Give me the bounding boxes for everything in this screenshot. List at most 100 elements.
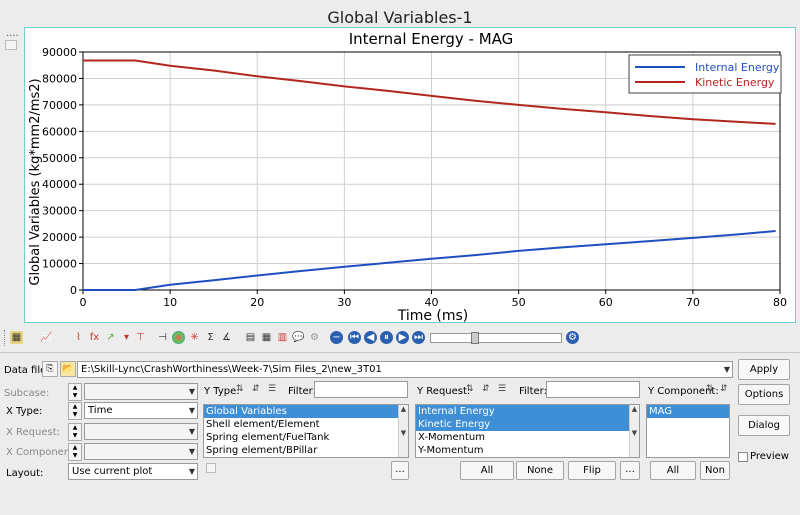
y-type-list[interactable]: Global Variables Shell element/Element S… <box>203 404 409 458</box>
edit-curve-icon[interactable]: ↗ <box>106 332 115 343</box>
plot-setup-icon[interactable]: ▦ <box>10 331 23 344</box>
first-frame-icon[interactable]: ⏮ <box>348 331 361 344</box>
list-item[interactable]: Global Variables <box>204 405 408 418</box>
list-item[interactable]: X-Momentum <box>418 432 485 443</box>
stop-icon[interactable]: − <box>330 331 343 344</box>
sort-ascending-icon[interactable]: ⇅ <box>236 384 244 394</box>
animation-settings-icon[interactable]: ⚙ <box>566 331 579 344</box>
comment-icon[interactable]: 💬 <box>292 332 305 343</box>
x-tick-label: 50 <box>512 296 526 309</box>
x-component-label: X Component: <box>6 447 78 458</box>
x-tick-label: 60 <box>599 296 613 309</box>
measure-icon[interactable]: ∡ <box>222 332 231 343</box>
curve-type-icon[interactable]: 📈 <box>40 332 53 343</box>
axis-icon[interactable]: ⊣ <box>158 332 167 343</box>
x-request-stepper[interactable]: ▲ ▼ <box>68 423 82 441</box>
chevron-down-icon[interactable]: ▼ <box>188 427 195 436</box>
y-type-more-button[interactable]: ... <box>391 461 409 480</box>
dialog-button[interactable]: Dialog <box>738 415 790 436</box>
layout-value: Use current plot <box>72 466 153 477</box>
y-request-filter-input[interactable] <box>546 381 640 398</box>
data-file-path[interactable]: E:\Skill-Lync\CrashWorthiness\Week-7\Sim… <box>77 361 733 378</box>
toolbar-grip[interactable] <box>4 330 7 346</box>
y-component-all-button[interactable]: All <box>650 461 696 480</box>
sort-descending-icon[interactable]: ⇵ <box>252 384 260 394</box>
y-type-filter-label: Filter: <box>288 386 316 397</box>
series-line-internal-energy[interactable] <box>83 230 776 291</box>
filter-icon[interactable]: ▾ <box>123 332 130 343</box>
y-request-all-button[interactable]: All <box>460 461 514 480</box>
list-item[interactable]: Spring element/BPillar <box>206 445 318 456</box>
last-frame-icon[interactable]: ⏭ <box>412 331 425 344</box>
open-folder-icon[interactable]: 📂 <box>60 361 76 377</box>
plot-window[interactable]: 0 10000 20000 30000 40000 50000 60000 70000 8000… <box>24 27 796 324</box>
math-function-icon[interactable]: fx <box>89 332 100 343</box>
curve-attributes-icon[interactable]: ⌇ <box>76 332 81 343</box>
animation-slider[interactable] <box>430 332 562 344</box>
page-icon[interactable] <box>5 40 17 50</box>
y-tick-label: 10000 <box>42 258 77 271</box>
color-wheel-icon[interactable] <box>172 331 185 344</box>
list-view-icon[interactable]: ☰ <box>498 384 507 394</box>
list-view-icon[interactable]: ☰ <box>268 384 277 394</box>
x-type-stepper[interactable]: ▲ ▼ <box>68 402 82 420</box>
slider-handle[interactable] <box>471 332 479 344</box>
y-request-none-button[interactable]: None <box>516 461 564 480</box>
legend-label-kinetic-energy: Kinetic Energy <box>695 76 775 89</box>
play-reverse-icon[interactable]: ◀ <box>364 331 377 344</box>
chart: 0 10000 20000 30000 40000 50000 60000 70000 8000… <box>28 30 787 324</box>
options-button[interactable]: Options <box>738 384 790 405</box>
list-item[interactable]: Internal Energy <box>416 405 639 418</box>
list-item[interactable]: Spring element/FuelTank <box>206 432 330 443</box>
layout-label: Layout: <box>6 468 44 479</box>
x-tick-label: 20 <box>250 296 264 309</box>
chevron-down-icon[interactable]: ▼ <box>723 365 730 374</box>
settings-icon[interactable]: ⚙ <box>310 332 319 343</box>
note-icon[interactable]: ▥ <box>277 332 288 343</box>
data-file-label: Data file: <box>4 365 50 376</box>
table-icon[interactable]: ▤ <box>245 332 256 343</box>
plot-area-border <box>82 51 781 291</box>
scrollbar[interactable]: ▲ ▼ <box>398 405 408 457</box>
list-item[interactable]: Kinetic Energy <box>416 418 639 431</box>
grid-icon[interactable]: ▦ <box>261 332 272 343</box>
y-component-list[interactable]: MAG <box>646 404 730 458</box>
sort-descending-icon[interactable]: ⇵ <box>482 384 490 394</box>
pause-icon[interactable]: ⏸ <box>380 331 393 344</box>
chevron-down-icon[interactable]: ▼ <box>188 447 195 456</box>
list-item[interactable]: MAG <box>647 405 729 418</box>
sort-ascending-icon[interactable]: ⇅ <box>706 384 714 394</box>
subcase-select[interactable]: ▼ <box>84 383 198 400</box>
play-icon[interactable]: ▶ <box>396 331 409 344</box>
peak-icon[interactable]: ⊤ <box>136 332 145 343</box>
x-component-stepper[interactable]: ▲ ▼ <box>68 443 82 461</box>
y-request-flip-button[interactable]: Flip <box>568 461 616 480</box>
layout-select[interactable]: Use current plot ▼ <box>68 463 198 480</box>
scrollbar[interactable]: ▲ ▼ <box>629 405 639 457</box>
chevron-down-icon[interactable]: ▼ <box>188 406 195 415</box>
sort-ascending-icon[interactable]: ⇅ <box>466 384 474 394</box>
list-item[interactable]: Shell element/Element <box>206 419 320 430</box>
y-component-none-button[interactable]: Non <box>700 461 730 480</box>
y-type-filter-input[interactable] <box>314 381 408 398</box>
sum-icon[interactable]: Σ <box>207 332 214 343</box>
x-component-select[interactable]: ▼ <box>84 443 198 460</box>
side-grip[interactable]: .... <box>6 28 19 39</box>
y-request-more-button[interactable]: ... <box>620 461 640 480</box>
y-type-checkbox[interactable] <box>206 463 216 473</box>
chart-series <box>83 59 776 291</box>
chevron-down-icon[interactable]: ▼ <box>188 467 195 476</box>
apply-button[interactable]: Apply <box>738 359 790 380</box>
x-request-select[interactable]: ▼ <box>84 423 198 440</box>
chevron-down-icon[interactable]: ▼ <box>188 387 195 396</box>
file-options-icon[interactable]: ⎘ <box>42 361 58 377</box>
subcase-stepper[interactable]: ▲ ▼ <box>68 383 82 401</box>
coordinate-icon[interactable]: ✳ <box>190 332 199 343</box>
sort-descending-icon[interactable]: ⇵ <box>720 384 728 394</box>
series-line-kinetic-energy[interactable] <box>83 59 776 125</box>
x-type-select[interactable]: Time ▼ <box>84 402 198 419</box>
y-request-list[interactable]: Internal Energy Kinetic Energy X-Momentu… <box>415 404 640 458</box>
x-type-label: X Type: <box>6 406 43 417</box>
preview-checkbox[interactable] <box>738 452 748 462</box>
list-item[interactable]: Y-Momentum <box>418 445 484 456</box>
